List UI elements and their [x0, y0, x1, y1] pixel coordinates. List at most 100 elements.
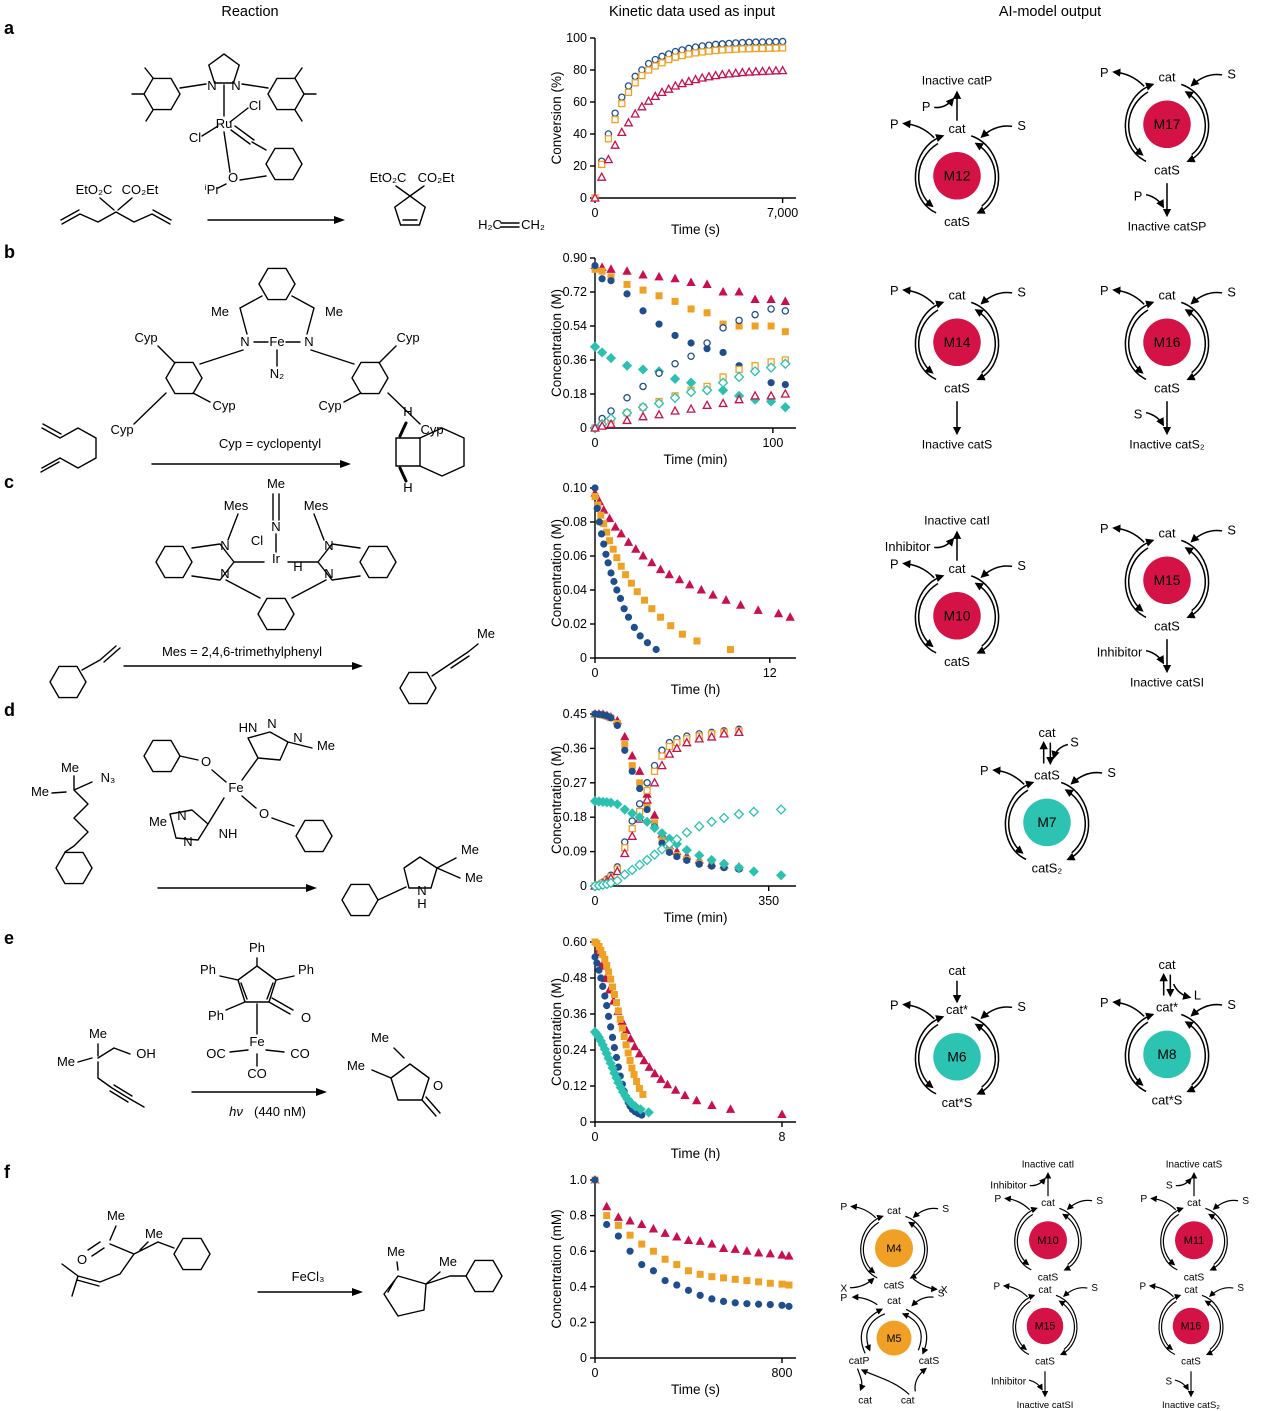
molecule-label: Cyp [110, 422, 133, 437]
molecule-label: Me [267, 476, 285, 491]
model-cycle-M8: P S M8 cat* cat*S cat L [1100, 957, 1236, 1108]
panel-letter-a: a [4, 18, 15, 38]
node-top: cat [1158, 70, 1176, 85]
model-id: M12 [944, 169, 971, 184]
y-tick-label: 0.02 [563, 617, 587, 631]
panel-letter-d: d [4, 700, 15, 720]
molecule-label: hν [229, 1104, 243, 1119]
node-top: cat [948, 288, 966, 303]
inactive-label: Inactive catI [924, 514, 990, 528]
label-P: P [1140, 1194, 1147, 1205]
molecule-label: N [220, 566, 229, 581]
label-X: X [941, 1285, 948, 1296]
molecule-label: Ph [298, 962, 314, 977]
node-catP: catP [849, 1356, 870, 1367]
model-cycle-M16-f: P S M16 cat catS S Inactive catS₂ [1140, 1282, 1245, 1411]
y-tick-label: 0 [580, 879, 587, 893]
panel-letter-b: b [4, 242, 15, 262]
y-axis-label: Concentration (M) [549, 978, 564, 1086]
x-tick-label: 12 [763, 666, 777, 680]
inactive-label: Inactive catSI [1017, 1400, 1074, 1411]
node-top: cat [1184, 1285, 1197, 1296]
label-P: P [840, 1202, 847, 1213]
model-id: M7 [1037, 815, 1056, 830]
model-id: M10 [944, 609, 971, 624]
label-X: X [840, 1284, 847, 1295]
x-axis-label: Time (h) [671, 1146, 721, 1161]
y-axis-label: Conversion (%) [549, 71, 564, 164]
molecule-label: O [259, 806, 269, 821]
model-id: M15 [1154, 573, 1181, 588]
x-tick-label: 0 [592, 436, 599, 450]
molecule-label: N [271, 519, 280, 534]
molecule-label: H [403, 480, 412, 495]
y-tick-label: 0.4 [570, 1280, 587, 1294]
y-tick-label: 0.27 [563, 776, 587, 790]
y-axis-label: Concentration (M) [549, 746, 564, 854]
y-tick-label: 0.04 [563, 583, 587, 597]
label-S: S [1107, 765, 1116, 780]
axes: 0 20 40 60 80 100 0 7,000 Time (s) Conversion (%) [549, 31, 798, 237]
molecule-label: Mes [304, 498, 329, 513]
model-id: M16 [1181, 1321, 1202, 1333]
y-tick-label: 0.72 [563, 285, 587, 299]
axes: 0 0.18 0.36 0.54 0.72 0.90 0 100 Time (min) Conce… [549, 251, 796, 467]
molecule-label: N [304, 334, 313, 349]
molecule-label: Cl [189, 130, 201, 145]
molecule-label: Me [461, 842, 479, 857]
molecule-label: Me [477, 626, 495, 641]
reaction-scheme-b: Me Me N Fe N N₂ Cyp Cyp Cyp Cyp Cyp Cyp Cyp = cyclop… [40, 267, 465, 495]
model-cycle-M6: P S M6 cat* cat*S cat [890, 963, 1026, 1110]
node-cat: cat [887, 1296, 901, 1307]
molecule-label: N [417, 883, 426, 898]
molecule-label: N [293, 730, 302, 745]
x-tick-label: 0 [592, 206, 599, 220]
inactive-label: Inactive catSP [1128, 220, 1207, 234]
molecule-label: Me [211, 304, 229, 319]
node-bottom: catS [944, 381, 970, 396]
y-tick-label: 0 [580, 191, 587, 205]
molecule-label: Me [465, 870, 483, 885]
molecule-label: Me [439, 1254, 457, 1269]
y-tick-label: 0.18 [563, 387, 587, 401]
molecule-label: Me [325, 304, 343, 319]
node-bottom: catS [884, 1281, 905, 1292]
model-cycle-M14: P S M14 cat catS Inactive catS [890, 283, 1026, 452]
model-id: M16 [1154, 335, 1181, 350]
column-header-ai-output: AI-model output [998, 4, 1102, 20]
model-id: M4 [886, 1243, 901, 1255]
molecule-label: N [324, 538, 333, 553]
molecule-label: Fe [269, 334, 284, 349]
kinetic-chart-e: 0 0.12 0.24 0.36 0.48 0.60 0 8 Time (h) Concentra… [549, 935, 796, 1161]
label-S: S [1070, 734, 1079, 749]
y-tick-label: 0 [580, 1351, 587, 1365]
reaction-scheme-e: Ph Ph Ph Ph O Fe OC CO CO Me Me OH hν (440 nM) Me Me O [57, 940, 443, 1119]
branch-label: Inhibitor [885, 539, 931, 554]
branch-label: S [1134, 406, 1143, 421]
y-tick-label: 0 [580, 421, 587, 435]
node-bottom: catS [1184, 1273, 1205, 1284]
inactive-label: Inactive catI [1022, 1159, 1075, 1170]
y-tick-label: 0.10 [563, 481, 587, 495]
node-bottom: catS [1181, 1357, 1201, 1368]
molecule-label: Me [387, 1244, 405, 1259]
label-S: S [1096, 1196, 1103, 1207]
molecule-label: N [267, 716, 276, 731]
label-S: S [1237, 1283, 1244, 1294]
label-S: S [1242, 1196, 1249, 1207]
molecule-label: H [403, 404, 412, 419]
molecule-label: Ir [272, 551, 281, 566]
molecule-label: FeCl₃ [292, 1269, 325, 1284]
y-tick-label: 0 [580, 651, 587, 665]
molecule-label: Me [145, 1226, 163, 1241]
x-tick-label: 0 [592, 666, 599, 680]
label-P: P [890, 556, 899, 571]
molecule-label: N [324, 566, 333, 581]
molecule-label: N [240, 334, 249, 349]
molecule-label: CO [290, 1046, 310, 1061]
node-top: catS [1034, 768, 1060, 783]
molecule-label: OC [206, 1046, 226, 1061]
molecule-label: CO [247, 1066, 267, 1081]
inactive-label: Inactive catS [1166, 1159, 1223, 1170]
x-axis-label: Time (s) [671, 222, 720, 237]
